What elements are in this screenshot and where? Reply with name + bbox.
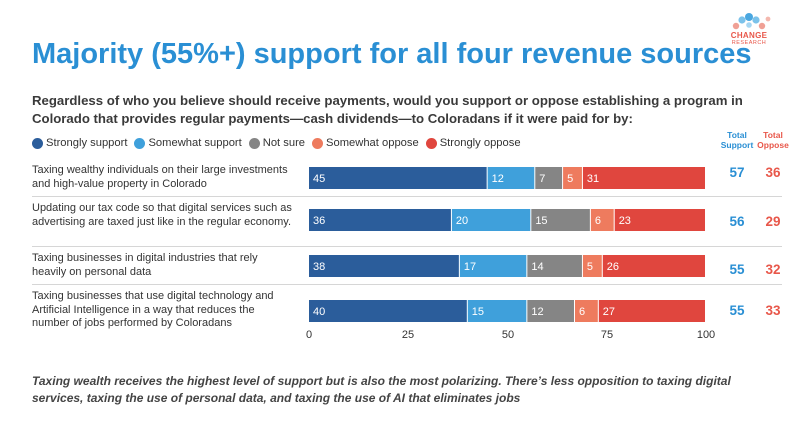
total-oppose-header: Total Oppose [755, 130, 791, 150]
logo-dot [738, 16, 746, 24]
row-label: Taxing businesses that use digital techn… [32, 290, 274, 329]
row-label: Taxing wealthy individuals on their larg… [32, 164, 288, 190]
bar-value-label: 23 [619, 215, 631, 227]
row-divider [32, 246, 782, 247]
page-title: Majority (55%+) support for all four rev… [32, 38, 752, 70]
bar-value-label: 40 [313, 306, 325, 318]
bar-value-label: 6 [579, 306, 585, 318]
bar-segment [598, 300, 705, 322]
bar-segment [451, 209, 531, 231]
logo-text: CHANGE [730, 31, 768, 40]
bar-segment [527, 255, 582, 277]
legend-swatch [32, 137, 43, 149]
bar-segment [487, 167, 535, 189]
footnote: Taxing wealth receives the highest level… [32, 374, 731, 405]
total-oppose-header-line1: Total [763, 130, 783, 140]
bar-value-label: 31 [587, 173, 599, 185]
total-oppose-value: 32 [765, 262, 781, 277]
x-axis-tick: 0 [305, 329, 313, 341]
row-label: Updating our tax code so that digital se… [32, 202, 292, 228]
legend-item: Strongly support [32, 137, 127, 149]
logo-dot [758, 22, 766, 30]
legend-swatch [134, 137, 146, 149]
bar-value-label: 15 [472, 306, 484, 318]
bar-segment [309, 300, 467, 322]
survey-question: Regardless of who you believe should rec… [32, 93, 743, 126]
row-divider [32, 196, 782, 197]
bar-segment [590, 209, 614, 231]
legend-swatch [248, 137, 260, 149]
row-divider [32, 284, 782, 285]
bar-value-label: 5 [587, 261, 593, 273]
logo-dot [745, 13, 753, 21]
x-axis-tick: 100 [696, 329, 716, 341]
bar-segment [527, 300, 574, 322]
bar-segment [467, 300, 527, 322]
logo-subtext: RESEARCH [731, 40, 767, 46]
bar-segment [602, 255, 705, 277]
bar-segment [309, 255, 459, 277]
bar-segment [535, 167, 563, 189]
legend-item: Strongly oppose [425, 137, 521, 149]
bar-segment [582, 167, 705, 189]
bar-value-label: 6 [595, 215, 601, 227]
legend-swatch [312, 137, 324, 149]
bar-value-label: 5 [567, 173, 573, 185]
logo-dot [732, 22, 740, 30]
bar-value-label: 20 [456, 215, 468, 227]
bar-value-label: 38 [313, 261, 325, 273]
bar-value-label: 17 [464, 261, 476, 273]
total-support-header: Total Support [717, 130, 757, 150]
bar-value-label: 15 [535, 215, 547, 227]
total-oppose-value: 29 [765, 214, 781, 229]
bar-value-label: 14 [531, 261, 543, 273]
bar-value-label: 12 [531, 306, 543, 318]
total-support-header-line1: Total [727, 130, 747, 140]
total-support-header-line2: Support [720, 140, 754, 150]
total-support-value: 57 [729, 165, 745, 180]
bar-segment [309, 167, 487, 189]
x-axis-tick: 50 [501, 329, 515, 341]
change-research-logo [732, 13, 771, 30]
bar-segment [614, 209, 705, 231]
bar-segment [459, 255, 527, 277]
legend-label: Strongly oppose [439, 137, 521, 149]
chart-legend: Strongly support Somewhat support Not su… [32, 137, 528, 149]
legend-label: Somewhat support [148, 137, 242, 149]
bar-value-label: 27 [603, 306, 615, 318]
x-axis-tick: 75 [600, 329, 614, 341]
bar-segment [582, 255, 602, 277]
bar-value-label: 12 [492, 173, 504, 185]
legend-item: Not sure [248, 137, 306, 149]
legend-label: Not sure [262, 137, 306, 149]
legend-swatch [425, 137, 437, 149]
bar-segment [563, 167, 582, 189]
total-support-value: 55 [729, 303, 745, 318]
row-label: Taxing businesses in digital industries … [32, 252, 258, 278]
legend-item: Somewhat support [134, 137, 242, 149]
bar-segment [309, 209, 451, 231]
x-axis-tick: 25 [401, 329, 415, 341]
legend-item: Somewhat oppose [312, 137, 419, 149]
logo-dot [765, 16, 771, 22]
bar-value-label: 26 [607, 261, 619, 273]
logo-dot [752, 16, 760, 24]
legend-label: Strongly support [46, 137, 128, 149]
bar-segment [574, 300, 598, 322]
logo-dot [746, 22, 752, 28]
bar-value-label: 45 [313, 173, 325, 185]
total-support-value: 56 [729, 214, 745, 229]
total-oppose-header-line2: Oppose [757, 140, 789, 150]
legend-label: Somewhat oppose [326, 137, 419, 149]
bar-segment [531, 209, 590, 231]
bar-value-label: 7 [539, 173, 545, 185]
total-oppose-value: 33 [765, 303, 781, 318]
total-support-value: 55 [729, 262, 745, 277]
total-oppose-value: 36 [765, 165, 781, 180]
bar-value-label: 36 [313, 215, 325, 227]
